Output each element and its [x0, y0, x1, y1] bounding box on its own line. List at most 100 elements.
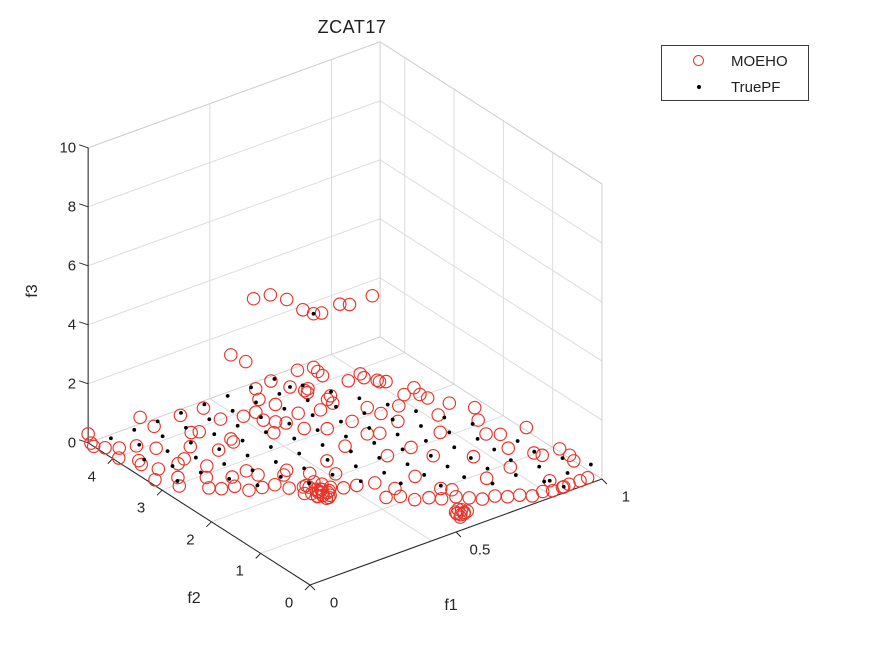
- z-axis-label: f3: [24, 284, 41, 298]
- truepf-point: [320, 443, 325, 447]
- moeho-point: [279, 463, 294, 478]
- truepf-point: [492, 447, 497, 452]
- moeho-point: [171, 456, 185, 471]
- moeho-point: [391, 414, 405, 429]
- moeho-point: [297, 486, 312, 501]
- truepf-point: [390, 417, 395, 422]
- moeho-point: [291, 406, 305, 421]
- moeho-point: [407, 492, 422, 507]
- truepf-point: [170, 464, 175, 468]
- truepf-point: [254, 400, 258, 405]
- moeho-point: [408, 469, 422, 484]
- moeho-point: [134, 457, 149, 472]
- truepf-point: [447, 430, 452, 435]
- moeho-point: [192, 425, 207, 439]
- truepf-point: [137, 442, 142, 447]
- truepf-point: [588, 462, 593, 467]
- truepf-point: [207, 417, 212, 422]
- moeho-point: [214, 481, 229, 496]
- truepf-point: [297, 451, 302, 456]
- truepf-point: [132, 427, 137, 432]
- moeho-point: [263, 288, 278, 302]
- moeho-point: [328, 467, 343, 481]
- gridline: [379, 277, 603, 421]
- gridline: [379, 218, 603, 362]
- z-tick: [78, 439, 89, 444]
- moeho-point: [196, 401, 211, 415]
- x-axis-label: f1: [444, 597, 458, 614]
- gridline: [87, 159, 381, 267]
- truepf-point: [508, 458, 513, 463]
- truepf-point: [278, 474, 283, 479]
- truepf-point: [259, 415, 263, 420]
- y-tick-label: 2: [186, 531, 195, 549]
- moeho-point: [404, 440, 418, 455]
- moeho-point: [426, 448, 440, 463]
- truepf-point: [344, 434, 348, 439]
- truepf-point: [442, 415, 447, 420]
- truepf-point: [269, 445, 273, 449]
- z-tick: [78, 203, 89, 208]
- truepf-point: [428, 453, 433, 458]
- box-edge: [379, 41, 603, 185]
- truepf-point: [385, 402, 390, 407]
- moeho-point: [434, 481, 448, 496]
- moeho-point: [420, 391, 435, 405]
- truepf-point: [330, 472, 335, 477]
- moeho-point: [268, 397, 283, 412]
- truepf-point: [202, 402, 207, 407]
- moeho-point: [149, 441, 163, 456]
- moeho-point: [380, 448, 395, 463]
- truepf-point: [315, 428, 320, 432]
- y-tick: [156, 489, 163, 496]
- x-tick: [455, 531, 462, 538]
- moeho-point: [306, 360, 321, 375]
- moeho-point: [199, 470, 214, 485]
- moeho-point: [422, 490, 436, 505]
- moeho-point: [373, 426, 387, 441]
- truepf-point: [400, 447, 405, 452]
- moeho-point: [345, 414, 359, 429]
- moeho-point: [374, 406, 388, 421]
- y-tick-label: 1: [235, 562, 244, 580]
- z-tick: [78, 380, 89, 385]
- moeho-point: [173, 408, 188, 423]
- moeho-point: [493, 427, 508, 442]
- moeho-point: [264, 374, 278, 388]
- moeho-point: [279, 292, 294, 307]
- y-tick: [255, 553, 262, 559]
- moeho-point: [573, 474, 587, 488]
- moeho-point: [224, 432, 238, 446]
- truepf-point: [227, 477, 232, 481]
- moeho-point: [310, 364, 325, 379]
- moeho-point: [227, 479, 242, 494]
- moeho-point: [213, 412, 228, 426]
- moeho-point: [251, 468, 265, 482]
- truepf-point: [300, 383, 305, 388]
- truepf-point: [424, 438, 428, 443]
- x-tick: [601, 478, 608, 485]
- legend-label: MOEHO: [731, 52, 788, 70]
- gridline: [87, 100, 381, 208]
- truepf-point: [475, 436, 480, 441]
- gridline: [379, 159, 603, 303]
- z-tick-label: 10: [59, 139, 77, 157]
- truepf-point: [249, 385, 253, 390]
- moeho-point: [562, 448, 577, 463]
- truepf-point: [235, 423, 240, 428]
- moeho-point: [434, 492, 449, 506]
- y-tick-label: 4: [87, 468, 96, 486]
- truepf-point: [542, 479, 547, 484]
- truepf-point: [193, 455, 198, 460]
- y-tick: [107, 458, 114, 464]
- truepf-point: [288, 385, 292, 389]
- moeho-point: [445, 482, 459, 497]
- moeho-point: [299, 478, 313, 493]
- chart-title: ZCAT17: [317, 17, 387, 37]
- truepf-point: [339, 419, 343, 424]
- truepf-point: [537, 464, 542, 469]
- moeho-point: [323, 488, 337, 503]
- moeho-point: [279, 416, 293, 430]
